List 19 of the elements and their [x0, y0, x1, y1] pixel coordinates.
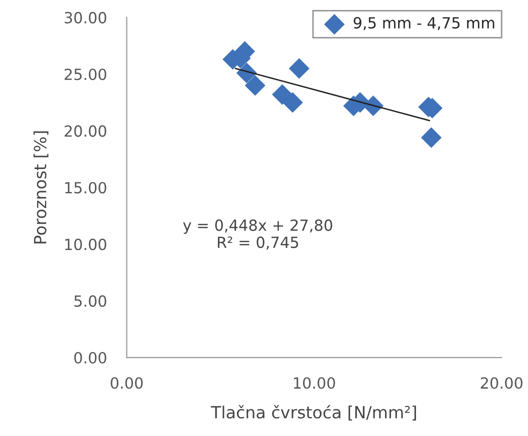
x-tick-label: 10.00 [294, 377, 336, 389]
x-tick-label: 0.00 [110, 377, 143, 389]
point [282, 92, 303, 113]
x-tick-label: 20.00 [480, 377, 522, 389]
point [421, 127, 442, 148]
y-tick-label: 30.00 [64, 12, 106, 24]
annotation: y = 0,448x + 27,80 R² = 0,745 [183, 219, 332, 250]
y-tick-label: 0.00 [74, 352, 106, 364]
point [288, 58, 310, 79]
x-axis-title: Tlačna čvrstoća [N/mm²] [210, 404, 416, 420]
y-tick-label: 10.00 [65, 238, 106, 250]
point [272, 84, 293, 105]
y-tick-label: 25.00 [64, 68, 106, 80]
y-axis-title: Poroznost [%] [34, 131, 48, 244]
y-tick-label: 15.00 [65, 182, 106, 194]
point [244, 75, 266, 96]
y-tick-label: 20.00 [64, 125, 106, 137]
y-tick-label: 5.00 [74, 295, 106, 307]
legend-label: 9,5 mm - 4,75 mm [354, 17, 494, 30]
